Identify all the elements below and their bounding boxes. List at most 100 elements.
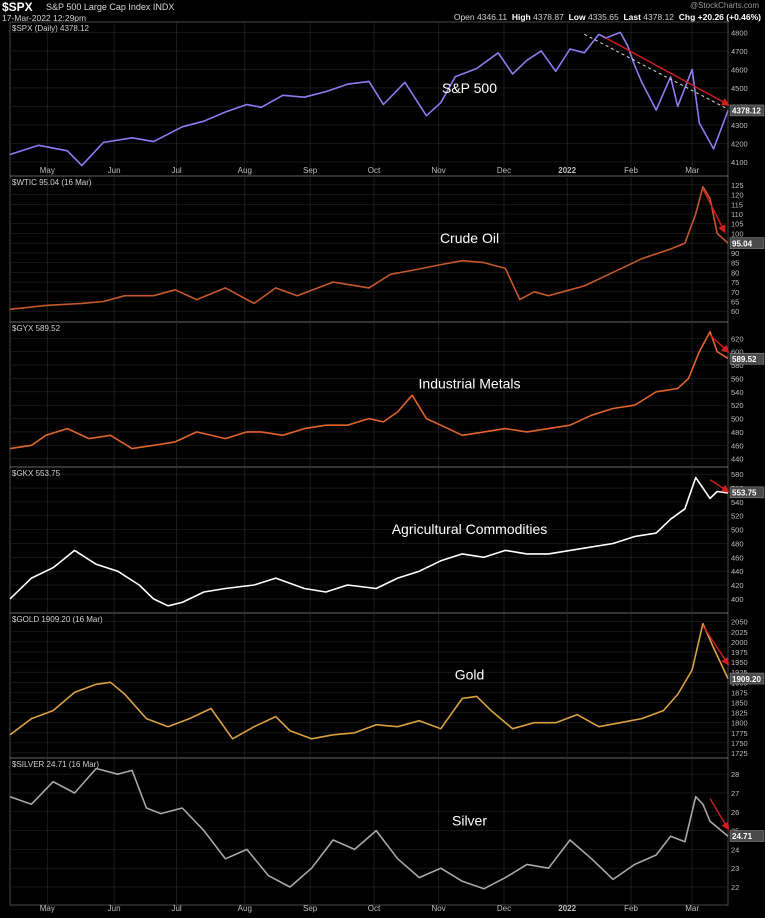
y-tick-label: 1950 — [731, 658, 748, 667]
series-line-spx — [9, 31, 729, 167]
chg-value: +20.26 (+0.46%) — [697, 12, 761, 22]
panel-frame — [9, 612, 729, 759]
last-price-tag — [729, 672, 765, 685]
index-name: S&P 500 Large Cap Index INDX — [46, 2, 175, 12]
y-tick-label: 90 — [731, 249, 739, 258]
x-tick-label: Jun — [108, 166, 121, 175]
y-tick-label: 1875 — [731, 688, 748, 697]
y-tick-label: 80 — [731, 268, 739, 277]
ohlc-readout: Open 4346.11 High 4378.87 Low 4335.65 La… — [454, 12, 761, 22]
stockcharts-watermark: @StockCharts.com — [689, 1, 759, 10]
y-tick-label: 620 — [731, 334, 744, 343]
series-line-gold — [9, 622, 729, 740]
y-tick-label: 4500 — [731, 84, 748, 93]
x-tick-label: May — [40, 166, 55, 175]
series-line-gyx — [9, 330, 729, 450]
x-axis-labels-bottom: May Jun Jul Aug Sep Oct Nov Dec 2022 Feb Mar — [40, 904, 700, 913]
x-tick-label: May — [40, 904, 55, 913]
y-tick-label: 4800 — [731, 28, 748, 37]
y-tick-label: 70 — [731, 288, 739, 297]
x-tick-label: Nov — [432, 904, 446, 913]
y-tick-label: 540 — [731, 388, 744, 397]
y-tick-label: 520 — [731, 401, 744, 410]
y-tick-label: 24 — [731, 845, 739, 854]
last-price-tag — [729, 830, 765, 842]
y-tick-label: 65 — [731, 298, 739, 307]
last-price-label: 1909.20 — [732, 675, 761, 684]
y-tick-label: 85 — [731, 259, 739, 268]
last-price-label: 24.71 — [732, 832, 753, 841]
panel-title: Industrial Metals — [419, 376, 521, 392]
y-tick-label: 580 — [731, 361, 744, 370]
y-tick-label: 4200 — [731, 139, 748, 148]
high-value: 4378.87 — [533, 12, 564, 22]
y-tick-label: 120 — [731, 191, 744, 200]
x-tick-label: Mar — [685, 166, 699, 175]
panel-title: Gold — [455, 667, 485, 683]
series-line-wtic — [9, 186, 729, 311]
y-tick-label: 520 — [731, 512, 744, 521]
open-label: Open — [453, 12, 475, 22]
trend-arrow — [702, 625, 730, 666]
series-legend: $GKX 553.75 — [12, 469, 61, 478]
y-tick-label: 1850 — [731, 698, 748, 707]
series-legend: $GOLD 1909.20 (16 Mar) — [12, 615, 103, 624]
last-price-label: 4378.12 — [732, 107, 761, 116]
panel-title: Silver — [452, 813, 487, 829]
open-value: 4346.11 — [477, 12, 508, 22]
y-tick-label: 100 — [731, 229, 744, 238]
x-tick-label: Sep — [303, 904, 318, 913]
panel-frame — [9, 466, 729, 614]
panel-title: Agricultural Commodities — [392, 521, 548, 537]
chg-label: Chg — [678, 12, 696, 22]
chart-panel-gyx: 440 460 480 500 520 540 560 580 600 620 $GYX 589.5… — [9, 321, 765, 468]
y-tick-label: 115 — [731, 200, 743, 209]
y-tick-label: 420 — [731, 581, 744, 590]
low-value: 4335.65 — [587, 12, 619, 22]
y-tick-label: 2000 — [731, 638, 748, 647]
y-tick-label: 580 — [731, 470, 744, 479]
y-tick-label: 105 — [731, 220, 744, 229]
y-tick-label: 4300 — [731, 121, 748, 130]
y-tick-label: 1925 — [731, 668, 748, 677]
y-tick-label: 4600 — [731, 65, 748, 74]
last-price-tag — [729, 486, 765, 499]
y-tick-label: 22 — [731, 883, 739, 892]
trend-arrow — [605, 37, 730, 106]
series-legend: $WTIC 95.04 (16 Mar) — [12, 178, 92, 187]
trend-arrow — [709, 479, 730, 493]
trendline-dashed — [584, 33, 729, 110]
x-axis-labels-top: May Jun Jul Aug Sep Oct Nov Dec 2022 Feb Mar — [40, 166, 700, 175]
y-tick-label: 1975 — [731, 648, 748, 657]
chart-header: $SPX S&P 500 Large Cap Index INDX 17-Mar… — [0, 0, 765, 23]
low-label: Low — [568, 12, 586, 22]
y-tick-label: 560 — [731, 374, 744, 383]
y-tick-label: 500 — [731, 415, 744, 424]
x-tick-label: Sep — [303, 166, 318, 175]
y-tick-label: 600 — [731, 348, 744, 357]
x-tick-label: Jul — [171, 904, 181, 913]
last-price-label: 553.75 — [732, 489, 757, 498]
series-legend: $SILVER 24.71 (16 Mar) — [12, 760, 99, 769]
x-tick-label: 2022 — [558, 904, 576, 913]
panel-frame — [9, 175, 729, 323]
y-tick-label: 27 — [731, 789, 739, 798]
chart-panel-wtic: 6065707580859095100105110115120125$WTIC … — [9, 175, 765, 323]
chart-date: 17-Mar-2022 12:29pm — [2, 13, 87, 23]
x-tick-label: 2022 — [558, 166, 576, 175]
x-tick-label: Dec — [497, 166, 511, 175]
x-tick-label: Jul — [171, 166, 181, 175]
y-tick-label: 75 — [731, 278, 739, 287]
last-label: Last — [623, 12, 641, 22]
y-tick-label: 1800 — [731, 719, 748, 728]
y-tick-label: 440 — [731, 567, 744, 576]
y-tick-label: 4700 — [731, 47, 748, 56]
y-tick-label: 23 — [731, 864, 739, 873]
trend-arrow — [709, 334, 730, 354]
y-tick-label: 28 — [731, 770, 739, 779]
panel-title: Crude Oil — [440, 230, 499, 246]
panel-frame — [9, 757, 729, 906]
y-tick-label: 60 — [731, 307, 739, 316]
high-label: High — [511, 12, 531, 22]
y-tick-label: 1725 — [731, 749, 748, 758]
